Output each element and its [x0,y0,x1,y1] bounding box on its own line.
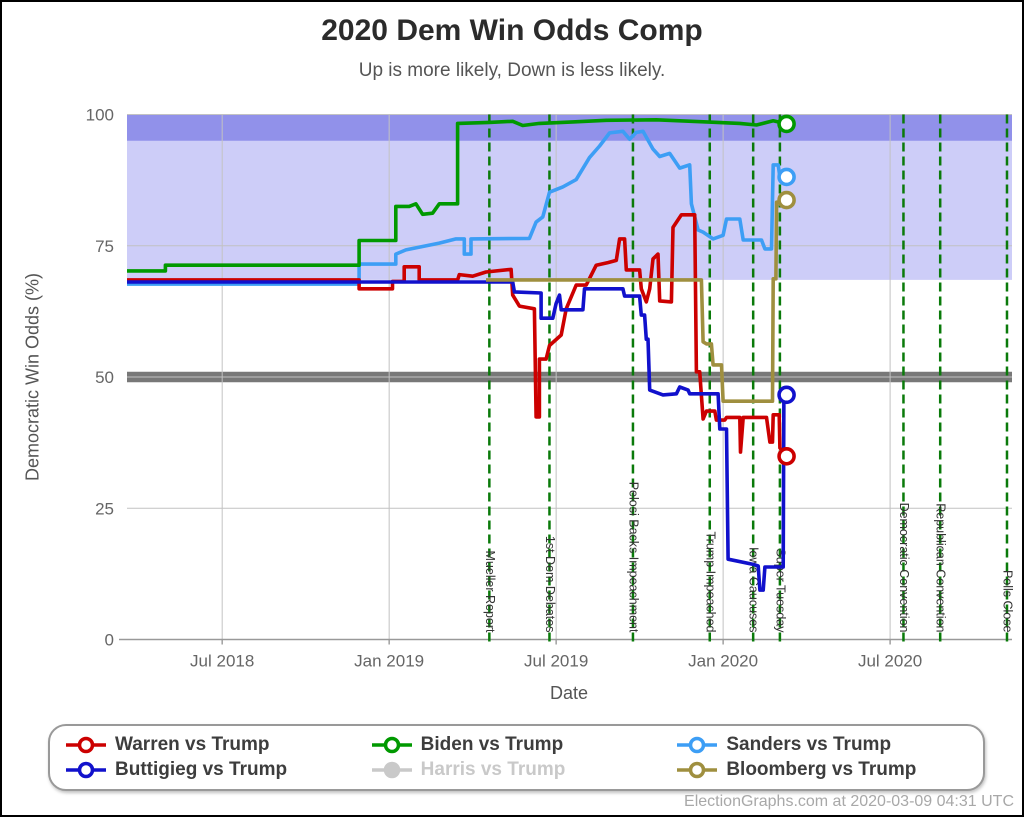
chart-canvas: 0 25 50 75 100 Jul 2018 Jan 2019 Jul 2019 Jan 20… [86,106,1015,671]
event-label-polls-close: Polls Close [1000,570,1014,633]
event-label-democratic-convention: Democratic Convention [897,503,911,633]
series-endpoint-bloomberg-vs-trump [777,190,796,210]
y-tick-label-100: 100 [86,106,114,125]
event-label-mueller-report: Mueller Report [483,551,497,634]
series-line-biden-vs-trump [127,118,788,273]
legend-label-harris: Harris vs Trump [420,759,566,780]
series-endpoint-biden-vs-trump [777,114,796,134]
chart-title: 2020 Dem Win Odds Comp [321,14,703,47]
y-axis-title: Democratic Win Odds (%) [22,272,43,482]
series-endpoint-sanders-vs-trump [777,167,796,187]
legend-item-biden[interactable]: Biden vs Trump [371,734,678,756]
legend-label-buttigieg: Buttigieg vs Trump [115,759,288,780]
x-axis-title: Date [549,683,589,703]
event-label-republican-convention: Republican Convention [934,503,948,632]
legend-marker-sanders [677,736,718,754]
legend-item-harris[interactable]: Harris vs Trump [371,759,678,781]
legend-item-buttigieg[interactable]: Buttigieg vs Trump [66,759,372,781]
series-line-sanders-vs-trump [127,129,787,286]
legend-item-sanders[interactable]: Sanders vs Trump [677,734,983,756]
event-label-pelosi-backs-impeachment: Pelosi Backs Impeachment [626,482,640,633]
legend-marker-buttigieg [66,761,106,779]
y-tick-label-50: 50 [95,368,114,387]
legend-label-sanders: Sanders vs Trump [726,734,892,755]
legend-marker-harris [371,761,412,779]
legend-marker-bloomberg [677,761,718,779]
series-line-bloomberg-vs-trump [486,198,788,404]
y-tick-label-0: 0 [105,631,114,650]
legend-item-warren[interactable]: Warren vs Trump [66,734,372,756]
chart-subtitle: Up is more likely, Down is less likely. [358,60,666,81]
series-line-warren-vs-trump [127,213,789,458]
y-tick-label-75: 75 [95,237,114,256]
band-likely-dem [127,114,1012,280]
event-label-trump-impeached: Trump Impeached [703,532,717,633]
x-tick-label-jan-2020: Jan 2020 [688,652,758,671]
series-endpoint-buttigieg-vs-trump [777,385,796,405]
legend-label-warren: Warren vs Trump [115,734,270,755]
series-endpoint-warren-vs-trump [777,446,796,466]
y-tick-label-25: 25 [95,499,114,518]
legend-marker-warren [66,736,106,754]
legend-label-biden: Biden vs Trump [420,734,564,755]
legend-item-bloomberg[interactable]: Bloomberg vs Trump [677,759,983,781]
x-tick-label-jan-2019: Jan 2019 [354,652,424,671]
event-label-1st-dem-debates: 1st Dem Debates [543,536,557,633]
event-label-super-tuesday: Super Tuesday [773,548,787,633]
x-tick-label-jul-2018: Jul 2018 [190,652,254,671]
legend-label-bloomberg: Bloomberg vs Trump [726,759,917,780]
legend: Warren vs Trump Biden vs Trump Sanders v… [48,724,985,791]
x-tick-label-jul-2020: Jul 2020 [858,652,922,671]
legend-marker-biden [371,736,412,754]
footer-credit: ElectionGraphs.com at 2020-03-09 04:31 U… [684,793,1014,810]
band-solid-dem [127,114,1012,141]
x-tick-label-jul-2019: Jul 2019 [524,652,588,671]
series-line-buttigieg-vs-trump [127,280,788,592]
